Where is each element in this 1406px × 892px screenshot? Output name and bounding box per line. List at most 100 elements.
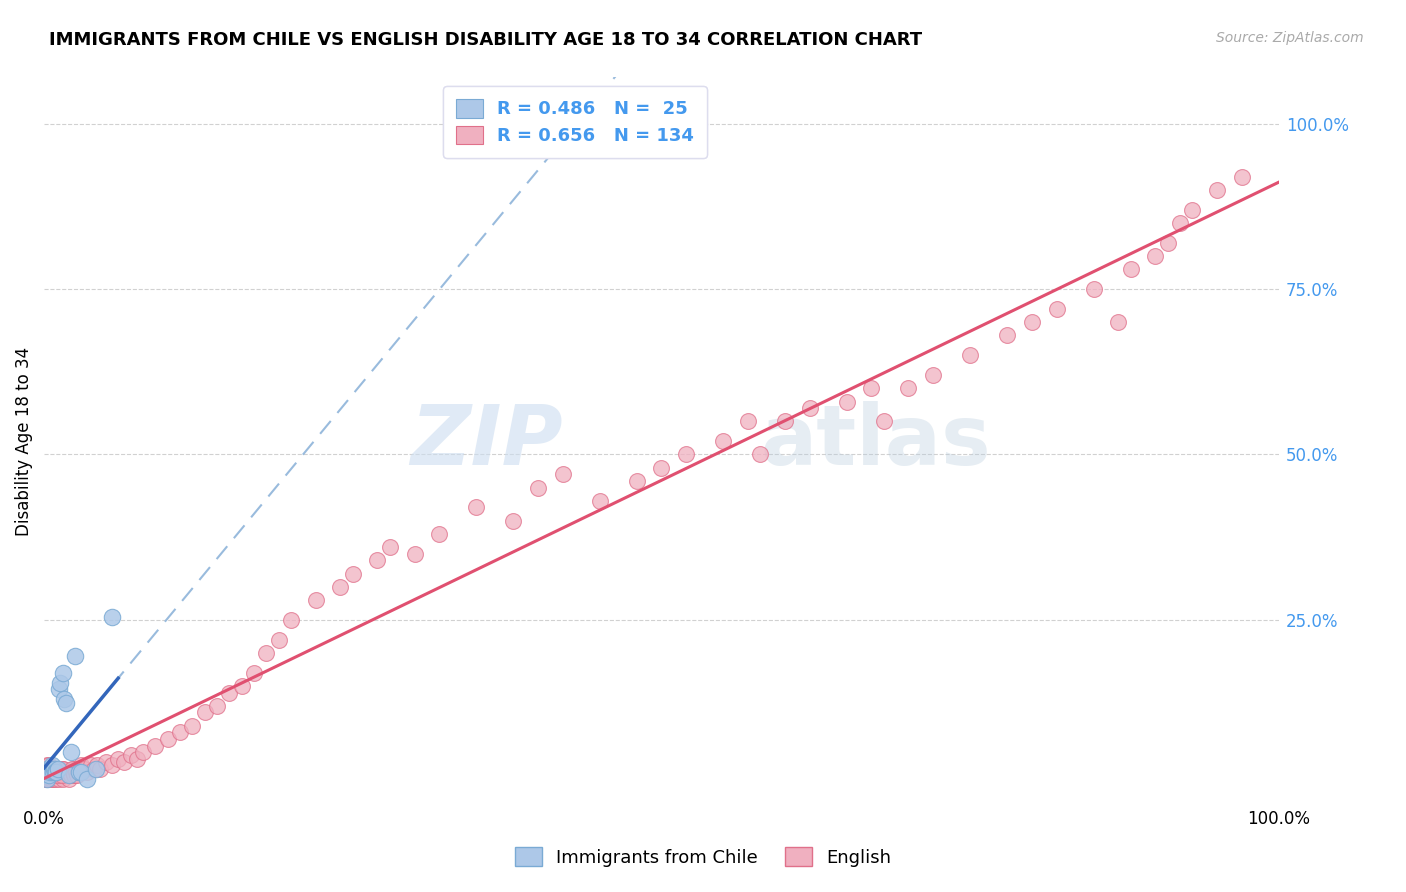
Point (51, 768, 73, 782)
Text: atlas: atlas (761, 401, 991, 482)
Point (125, 752, 148, 766)
Point (51, 768, 73, 782)
Point (120, 748, 142, 763)
Point (37, 772, 59, 786)
Point (38, 772, 60, 786)
Point (1168, 216, 1191, 230)
Point (41, 772, 63, 786)
Point (62, 762, 84, 776)
Point (89, 762, 111, 776)
Point (35, 762, 58, 776)
Point (86, 758, 108, 772)
Point (132, 745, 155, 759)
Point (34, 764, 56, 779)
Point (404, 547, 426, 561)
Point (39, 768, 62, 782)
Point (70, 764, 93, 779)
Point (34, 772, 56, 786)
Point (55, 764, 77, 779)
Point (46, 768, 69, 782)
Point (860, 381, 883, 395)
Point (112, 755, 135, 769)
Point (42, 768, 65, 782)
Point (46, 762, 69, 776)
Point (551, 467, 574, 482)
Point (37, 764, 59, 779)
Point (835, 394, 858, 409)
Point (48, 764, 70, 779)
Point (76, 764, 98, 779)
Point (194, 706, 217, 720)
Point (52, 762, 75, 776)
Point (41, 762, 63, 776)
Point (62, 764, 84, 779)
Point (502, 514, 524, 528)
Point (60, 762, 83, 776)
Point (737, 414, 759, 428)
Point (1144, 249, 1167, 263)
Point (63, 768, 86, 782)
Point (465, 500, 488, 515)
Point (1046, 301, 1069, 316)
Point (38, 758, 60, 772)
Point (44, 762, 66, 776)
Point (218, 685, 240, 699)
Point (42, 764, 65, 779)
Point (44, 768, 66, 782)
Point (749, 448, 772, 462)
Point (49, 764, 72, 779)
Point (67, 764, 90, 779)
Point (38, 768, 60, 782)
Point (37, 768, 59, 782)
Point (626, 474, 648, 488)
Point (46, 768, 69, 782)
Point (52, 692, 75, 706)
Point (56, 768, 79, 782)
Point (70, 758, 93, 772)
Point (366, 553, 388, 567)
Point (48, 762, 70, 776)
Point (55, 696, 77, 710)
Point (42, 762, 65, 776)
Point (1206, 183, 1229, 197)
Point (995, 328, 1018, 343)
Point (84, 762, 107, 776)
Point (63, 649, 86, 664)
Point (48, 682, 70, 697)
Point (1119, 262, 1142, 277)
Point (35, 762, 58, 776)
Point (83, 762, 105, 776)
Point (527, 481, 550, 495)
Point (52, 772, 75, 786)
Point (799, 401, 821, 416)
Point (94, 755, 117, 769)
Point (72, 762, 94, 776)
Point (62, 764, 84, 779)
Point (143, 739, 166, 753)
Point (589, 493, 612, 508)
Point (378, 540, 401, 554)
Point (35, 768, 58, 782)
Point (181, 719, 204, 733)
Point (45, 764, 67, 779)
Point (267, 632, 290, 647)
Point (231, 679, 253, 693)
Point (156, 731, 179, 746)
Point (66, 768, 89, 782)
Point (53, 768, 76, 782)
Point (650, 460, 672, 475)
Point (58, 764, 80, 779)
Point (305, 593, 328, 607)
Point (58, 772, 80, 786)
Point (101, 609, 124, 624)
Point (1181, 202, 1204, 217)
Point (922, 368, 945, 383)
Point (41, 764, 63, 779)
Text: IMMIGRANTS FROM CHILE VS ENGLISH DISABILITY AGE 18 TO 34 CORRELATION CHART: IMMIGRANTS FROM CHILE VS ENGLISH DISABIL… (49, 31, 922, 49)
Legend: R = 0.486   N =  25, R = 0.656   N = 134: R = 0.486 N = 25, R = 0.656 N = 134 (443, 87, 707, 158)
Point (41, 758, 63, 772)
Point (1157, 235, 1180, 250)
Point (49, 675, 72, 690)
Point (205, 698, 228, 713)
Point (37, 772, 59, 786)
